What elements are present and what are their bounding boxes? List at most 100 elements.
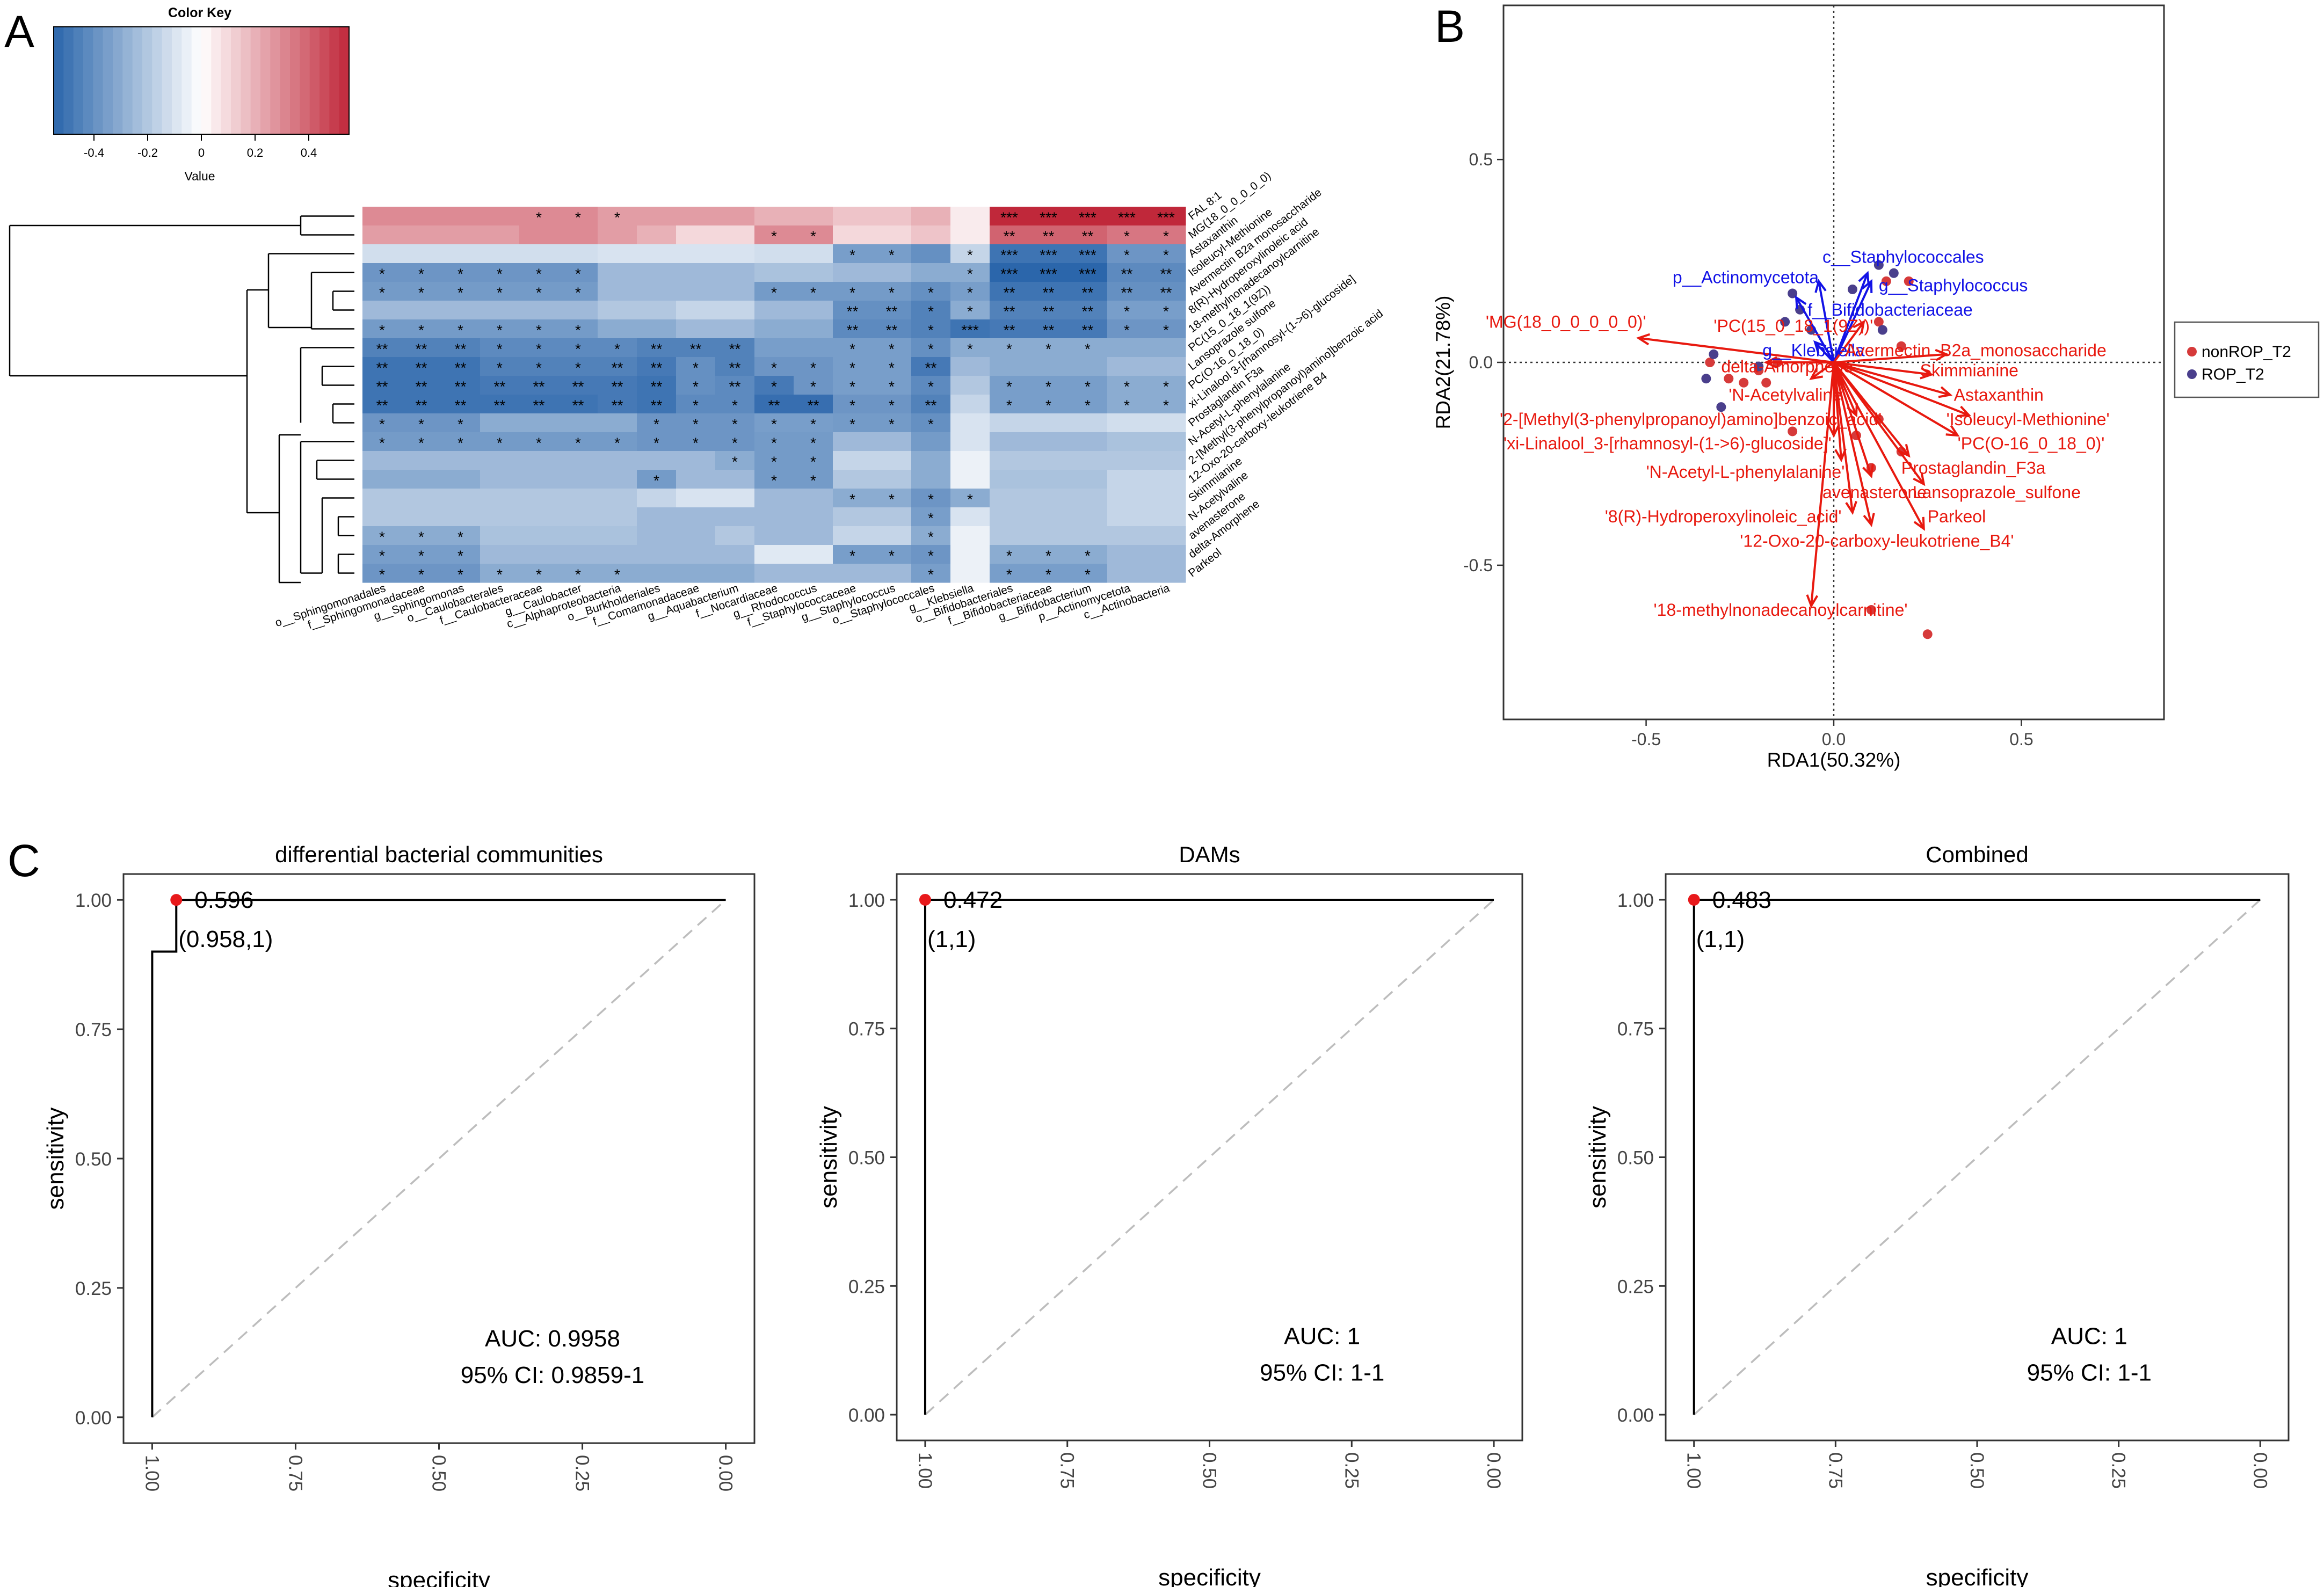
significance-star: *: [928, 566, 934, 583]
heatmap-cell: [402, 376, 441, 395]
heatmap-cell: [558, 225, 598, 245]
heatmap-cell: [598, 319, 637, 339]
heatmap-cell: [362, 319, 402, 339]
heatmap-cell: [637, 395, 677, 414]
significance-star: **: [651, 378, 663, 395]
heatmap-cell: [1029, 395, 1069, 414]
heatmap-cell: [1107, 470, 1147, 489]
color-key-tick-label: -0.4: [84, 146, 104, 159]
significance-star: *: [693, 378, 699, 395]
color-key-swatch: [93, 27, 104, 134]
significance-star: **: [729, 378, 741, 395]
heatmap-cell: [911, 413, 951, 433]
heatmap-cell: [519, 489, 559, 508]
color-key-swatch: [260, 27, 271, 134]
rda-arrow-label: 'Isoleucyl-Methionine': [1947, 410, 2110, 429]
heatmap-cell: [911, 564, 951, 583]
significance-star: **: [1004, 303, 1015, 320]
heatmap-cell: [402, 451, 441, 470]
color-key-swatch: [142, 27, 152, 134]
significance-star: *: [889, 285, 895, 301]
heatmap-cell: [480, 225, 520, 245]
rda-sample-point: [1716, 402, 1726, 412]
roc-y-tick-label: 0.25: [848, 1276, 885, 1297]
roc-threshold-label: 0.596: [194, 887, 253, 913]
color-key-ticks: -0.4 -0.2 0 0.2 0.4: [84, 134, 317, 159]
heatmap-cell: [480, 432, 520, 452]
heatmap-cell: [402, 489, 441, 508]
rda-arrow-label: '12-Oxo-20-carboxy-leukotriene_B4': [1740, 532, 2014, 551]
rda-arrow-label: 'PC(O-16_0_18_0)': [1958, 434, 2105, 453]
significance-star: *: [1006, 566, 1012, 583]
roc-curve: [151, 899, 726, 1417]
significance-star: *: [889, 416, 895, 433]
heatmap-cell: [480, 470, 520, 489]
heatmap-cell: [362, 526, 402, 545]
heatmap-cell: [558, 263, 598, 282]
significance-star: **: [886, 322, 898, 339]
rda-sample-point: [1788, 288, 1798, 299]
heatmap-cell: [833, 470, 873, 489]
significance-star: *: [575, 341, 581, 358]
heatmap-cell: [715, 225, 755, 245]
heatmap-cell: [715, 357, 755, 376]
roc-y-tick-label: 0.00: [1617, 1405, 1654, 1426]
heatmap-cell: [519, 545, 559, 564]
heatmap-cell: [1029, 301, 1069, 320]
heatmap-cell: [990, 470, 1029, 489]
heatmap-cell: [519, 376, 559, 395]
significance-star: *: [810, 378, 816, 395]
significance-star: *: [575, 266, 581, 282]
significance-star: *: [1124, 322, 1130, 339]
heatmap-cell: [911, 489, 951, 508]
heatmap-cell: [872, 207, 912, 226]
significance-star: *: [849, 247, 855, 264]
heatmap-cell: [362, 338, 402, 358]
significance-star: *: [1045, 341, 1051, 358]
heatmap-cell: [833, 225, 873, 245]
heatmap-cell: [637, 507, 677, 527]
color-key-swatch: [191, 27, 202, 134]
heatmap-cell: [794, 263, 833, 282]
rda-arrow-head: [1813, 340, 1827, 354]
heatmap-cell: [1146, 225, 1186, 245]
rda-arrow-shaft: [1833, 361, 1925, 485]
significance-star: ***: [961, 322, 979, 339]
heatmap-cell: [598, 338, 637, 358]
heatmap-cell: [950, 338, 990, 358]
roc-y-axis-title: sensitivity: [1585, 1106, 1611, 1209]
significance-star: *: [849, 378, 855, 395]
roc-threshold-point: [919, 893, 931, 906]
significance-star: *: [497, 341, 503, 358]
heatmap-cell: [990, 507, 1029, 527]
significance-star: *: [810, 285, 816, 301]
heatmap-cell: [872, 470, 912, 489]
heatmap-cell: [676, 507, 716, 527]
significance-star: *: [1163, 322, 1169, 339]
heatmap-cell: [1107, 357, 1147, 376]
significance-star: *: [497, 435, 503, 452]
rda-arrow-label: 'N-Acetylvaline': [1729, 385, 1845, 404]
significance-star: *: [889, 247, 895, 264]
rda-y-axis-title: RDA2(21.78%): [1432, 296, 1454, 429]
heatmap-cell: [441, 545, 481, 564]
significance-star: *: [810, 360, 816, 376]
heatmap-cell: [715, 263, 755, 282]
heatmap-cell: [676, 489, 716, 508]
roc-x-axis-title: specificity: [388, 1567, 490, 1587]
significance-star: ***: [1000, 209, 1018, 226]
significance-star: *: [889, 341, 895, 358]
heatmap-cell: [990, 432, 1029, 452]
heatmap-cell: [441, 319, 481, 339]
significance-star: **: [1004, 322, 1015, 339]
significance-star: *: [732, 397, 738, 414]
heatmap-cell: [480, 244, 520, 264]
heatmap-cell: [402, 507, 441, 527]
color-key-swatch: [231, 27, 241, 134]
significance-star: *: [379, 285, 385, 301]
heatmap-cell: [1107, 244, 1147, 264]
significance-star: *: [889, 491, 895, 508]
roc-x-tick-label: 0.25: [1341, 1452, 1362, 1489]
color-key-swatch: [221, 27, 231, 134]
heatmap-cell: [362, 225, 402, 245]
